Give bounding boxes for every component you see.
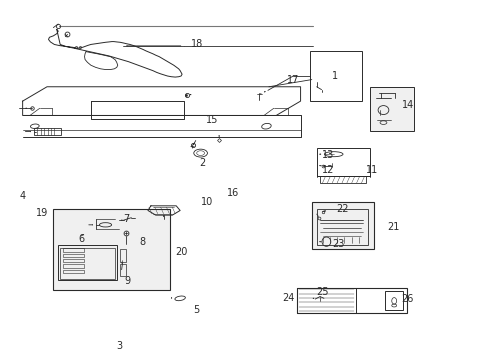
Text: 14: 14: [401, 100, 413, 110]
Text: 1: 1: [331, 71, 338, 81]
Text: 24: 24: [282, 293, 294, 303]
Bar: [369, 87, 413, 131]
Bar: [384, 291, 403, 310]
Text: 22: 22: [335, 204, 348, 215]
Bar: [120, 264, 126, 276]
Text: 3: 3: [116, 341, 122, 351]
Text: 23: 23: [331, 239, 344, 249]
Bar: [63, 264, 83, 268]
Text: 18: 18: [190, 40, 203, 49]
Text: 17: 17: [287, 75, 299, 85]
Text: 5: 5: [193, 305, 199, 315]
Text: 10: 10: [200, 197, 212, 207]
Text: 4: 4: [19, 191, 25, 201]
Bar: [297, 288, 355, 314]
Text: 11: 11: [366, 165, 378, 175]
Bar: [311, 202, 373, 249]
Text: 15: 15: [205, 115, 218, 125]
Bar: [53, 209, 170, 291]
Text: 6: 6: [79, 234, 84, 244]
Bar: [63, 248, 83, 252]
Bar: [63, 253, 83, 257]
Bar: [60, 248, 115, 279]
Text: 8: 8: [140, 237, 145, 247]
Text: 9: 9: [124, 276, 130, 286]
Text: 21: 21: [386, 222, 398, 231]
Bar: [34, 128, 61, 135]
Bar: [63, 270, 83, 273]
Text: 16: 16: [227, 188, 239, 198]
Bar: [120, 249, 126, 262]
Bar: [63, 259, 83, 262]
Text: 13: 13: [321, 150, 333, 160]
Bar: [320, 176, 366, 183]
Text: 7: 7: [123, 215, 129, 224]
Text: 26: 26: [401, 294, 413, 304]
Bar: [316, 210, 367, 244]
Bar: [58, 245, 117, 280]
Text: 12: 12: [321, 165, 333, 175]
Text: 19: 19: [36, 208, 48, 218]
Bar: [297, 288, 406, 314]
Bar: [316, 148, 369, 176]
Text: 20: 20: [175, 247, 187, 257]
Text: 25: 25: [316, 287, 328, 297]
Bar: [310, 51, 361, 101]
Text: 2: 2: [199, 158, 205, 168]
